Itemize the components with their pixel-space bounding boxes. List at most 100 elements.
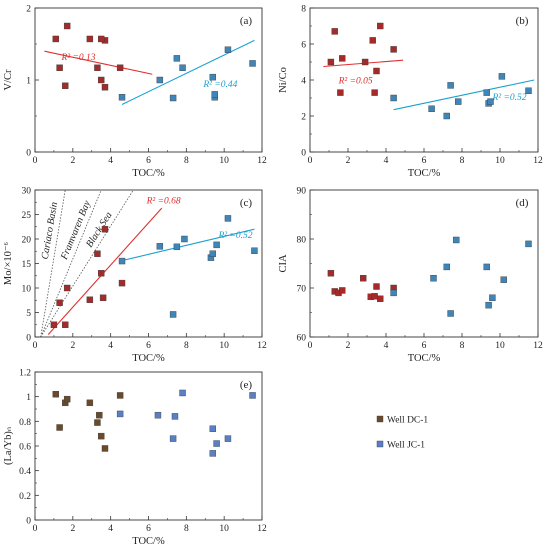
plot-frame (309, 7, 539, 153)
plot-frame (34, 189, 263, 338)
data-point-dc1 (361, 58, 369, 66)
x-tick-label: 8 (460, 341, 465, 351)
data-point-dc1 (118, 279, 126, 287)
x-tick-label: 8 (184, 524, 189, 534)
x-tick-label: 4 (108, 524, 113, 534)
x-tick-label: 0 (33, 156, 38, 166)
data-point-dc1 (99, 294, 107, 301)
x-tick-label: 6 (422, 156, 427, 166)
y-tick-label: 8 (301, 5, 306, 15)
data-point-dc1 (63, 22, 71, 30)
x-axis-label: TOC/% (132, 536, 165, 544)
data-point-jc1 (498, 73, 506, 80)
y-tick-label: 25 (22, 211, 32, 221)
x-tick-label: 10 (219, 156, 229, 166)
data-point-dc1 (98, 76, 105, 84)
data-point-jc1 (179, 64, 186, 71)
data-point-dc1 (56, 299, 63, 306)
data-point-dc1 (377, 22, 384, 30)
y-tick-label: 2 (301, 113, 306, 123)
x-tick-label: 6 (146, 524, 151, 534)
legend-label-dc1: Well DC-1 (387, 416, 428, 426)
y-tick-label: 0.8 (19, 418, 31, 428)
y-tick-label: 0 (26, 149, 31, 159)
x-axis-label: TOC/% (408, 353, 441, 364)
data-point-dc1 (371, 89, 378, 96)
data-point-dc1 (327, 58, 335, 66)
panel-label: (e) (240, 379, 253, 391)
data-point-jc1 (224, 435, 232, 442)
data-point-jc1 (179, 389, 186, 397)
x-tick-label: 4 (108, 156, 113, 166)
x-tick-label: 2 (70, 341, 75, 351)
regression-line (393, 79, 535, 111)
data-point-dc1 (63, 284, 71, 292)
data-point-jc1 (211, 91, 218, 98)
data-point-jc1 (156, 243, 164, 250)
regression-line (119, 228, 255, 262)
x-tick-label: 4 (384, 341, 389, 351)
data-point-dc1 (116, 392, 124, 399)
y-tick-label: 10 (22, 285, 32, 295)
data-point-dc1 (63, 395, 71, 403)
data-point-jc1 (251, 247, 258, 254)
data-point-jc1 (118, 257, 126, 265)
y-tick-label: 0.4 (19, 467, 31, 477)
x-axis-label: TOC/% (132, 168, 165, 179)
panel-label: (c) (240, 197, 253, 209)
data-point-dc1 (390, 46, 397, 53)
data-point-jc1 (209, 73, 217, 81)
y-tick-label: 30 (22, 187, 32, 197)
data-point-dc1 (369, 37, 376, 44)
data-point-jc1 (447, 82, 454, 89)
data-point-jc1 (489, 294, 496, 301)
data-point-jc1 (224, 215, 232, 222)
data-point-dc1 (86, 399, 94, 407)
x-tick-label: 0 (308, 341, 313, 351)
data-point-jc1 (453, 236, 460, 244)
data-point-dc1 (101, 445, 109, 452)
x-tick-label: 10 (219, 524, 229, 534)
y-tick-label: 2 (26, 5, 31, 15)
panel-label: (a) (240, 15, 253, 27)
reference-line (40, 190, 134, 337)
data-point-dc1 (52, 391, 60, 398)
data-point-dc1 (101, 225, 109, 233)
x-tick-label: 12 (533, 341, 543, 351)
x-axis-label: TOC/% (408, 168, 441, 179)
data-point-jc1 (485, 301, 492, 309)
x-tick-label: 10 (219, 341, 229, 351)
data-point-dc1 (86, 296, 94, 303)
data-point-jc1 (173, 243, 181, 251)
data-point-jc1 (447, 310, 454, 317)
data-point-dc1 (327, 270, 335, 277)
x-tick-label: 10 (495, 341, 505, 351)
data-point-jc1 (443, 112, 450, 120)
data-point-dc1 (373, 283, 380, 290)
x-tick-label: 10 (495, 156, 505, 166)
r-squared-label: R² =0.68 (146, 197, 181, 207)
y-tick-label: 1 (26, 393, 31, 403)
x-tick-label: 8 (184, 341, 189, 351)
data-point-dc1 (98, 432, 105, 440)
legend-label-jc1: Well JC-1 (387, 441, 425, 451)
r-squared-label: R² =0.13 (60, 53, 95, 63)
data-point-jc1 (181, 235, 188, 243)
data-point-dc1 (98, 35, 105, 43)
data-point-dc1 (56, 64, 63, 71)
plot-frame (34, 371, 263, 521)
x-tick-label: 6 (422, 341, 427, 351)
data-point-dc1 (360, 275, 367, 282)
data-point-dc1 (373, 67, 380, 75)
data-point-jc1 (249, 392, 256, 399)
x-tick-label: 2 (70, 524, 75, 534)
x-tick-label: 12 (533, 156, 543, 166)
data-point-jc1 (213, 440, 220, 447)
data-point-jc1 (209, 450, 217, 457)
data-point-jc1 (428, 105, 435, 113)
y-tick-label: 80 (297, 236, 307, 246)
data-point-jc1 (116, 410, 124, 418)
data-point-jc1 (156, 76, 164, 84)
